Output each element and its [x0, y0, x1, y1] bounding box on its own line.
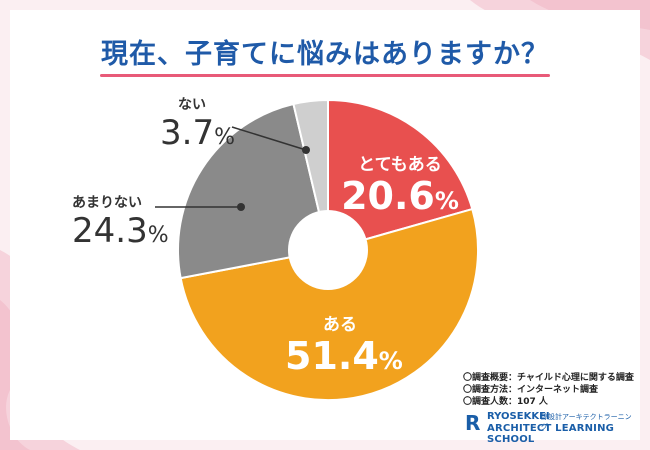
title-underline [100, 74, 550, 77]
leader-dot-amari-nai [237, 203, 245, 211]
logo: R RYOSEKKEI 諒設計アーキテクトラーニング ARCHITECT LEA… [465, 410, 635, 445]
callout-amari-nai: あまりない 24.3% [72, 192, 169, 255]
donut-hole [288, 210, 368, 290]
slice-label: ない [178, 97, 206, 113]
slice-value: 24.3% [72, 211, 169, 251]
slice-aru [179, 207, 480, 402]
logo-brand: RYOSEKKEI [487, 411, 550, 422]
page-title: 現在、子育てに悩みはありますか？ [101, 39, 549, 70]
callout-nai: ない 3.7% [160, 94, 235, 157]
slice-value: 20.6% [341, 174, 459, 218]
leader-dot-nai [302, 146, 310, 154]
leader-nai [231, 126, 307, 151]
survey-info: 〇調査概要：チャイルド心理に関する調査 〇調査方法：インターネット調査 〇調査人… [463, 372, 634, 408]
slice-label: ある [323, 315, 357, 335]
slice-amari-nai [177, 102, 330, 280]
survey-summary: 〇調査概要：チャイルド心理に関する調査 [463, 373, 634, 383]
label-totemo-aru: とてもある 20.6% [340, 150, 460, 222]
slice-value: 51.4% [285, 334, 403, 378]
logo-sub: ARCHITECT LEARNING SCHOOL [487, 423, 615, 445]
slice-value: 3.7% [160, 113, 235, 153]
slice-totemo-aru [327, 98, 474, 252]
slice-label: とてもある [358, 155, 442, 175]
slice-label: あまりない [72, 195, 142, 211]
survey-count: 〇調査人数：107 人 [463, 397, 548, 407]
label-aru: ある 51.4% [285, 310, 403, 382]
logo-jp: 諒設計アーキテクトラーニング [541, 413, 632, 431]
logo-mark: R [465, 411, 481, 435]
survey-method: 〇調査方法：インターネット調査 [463, 385, 599, 395]
